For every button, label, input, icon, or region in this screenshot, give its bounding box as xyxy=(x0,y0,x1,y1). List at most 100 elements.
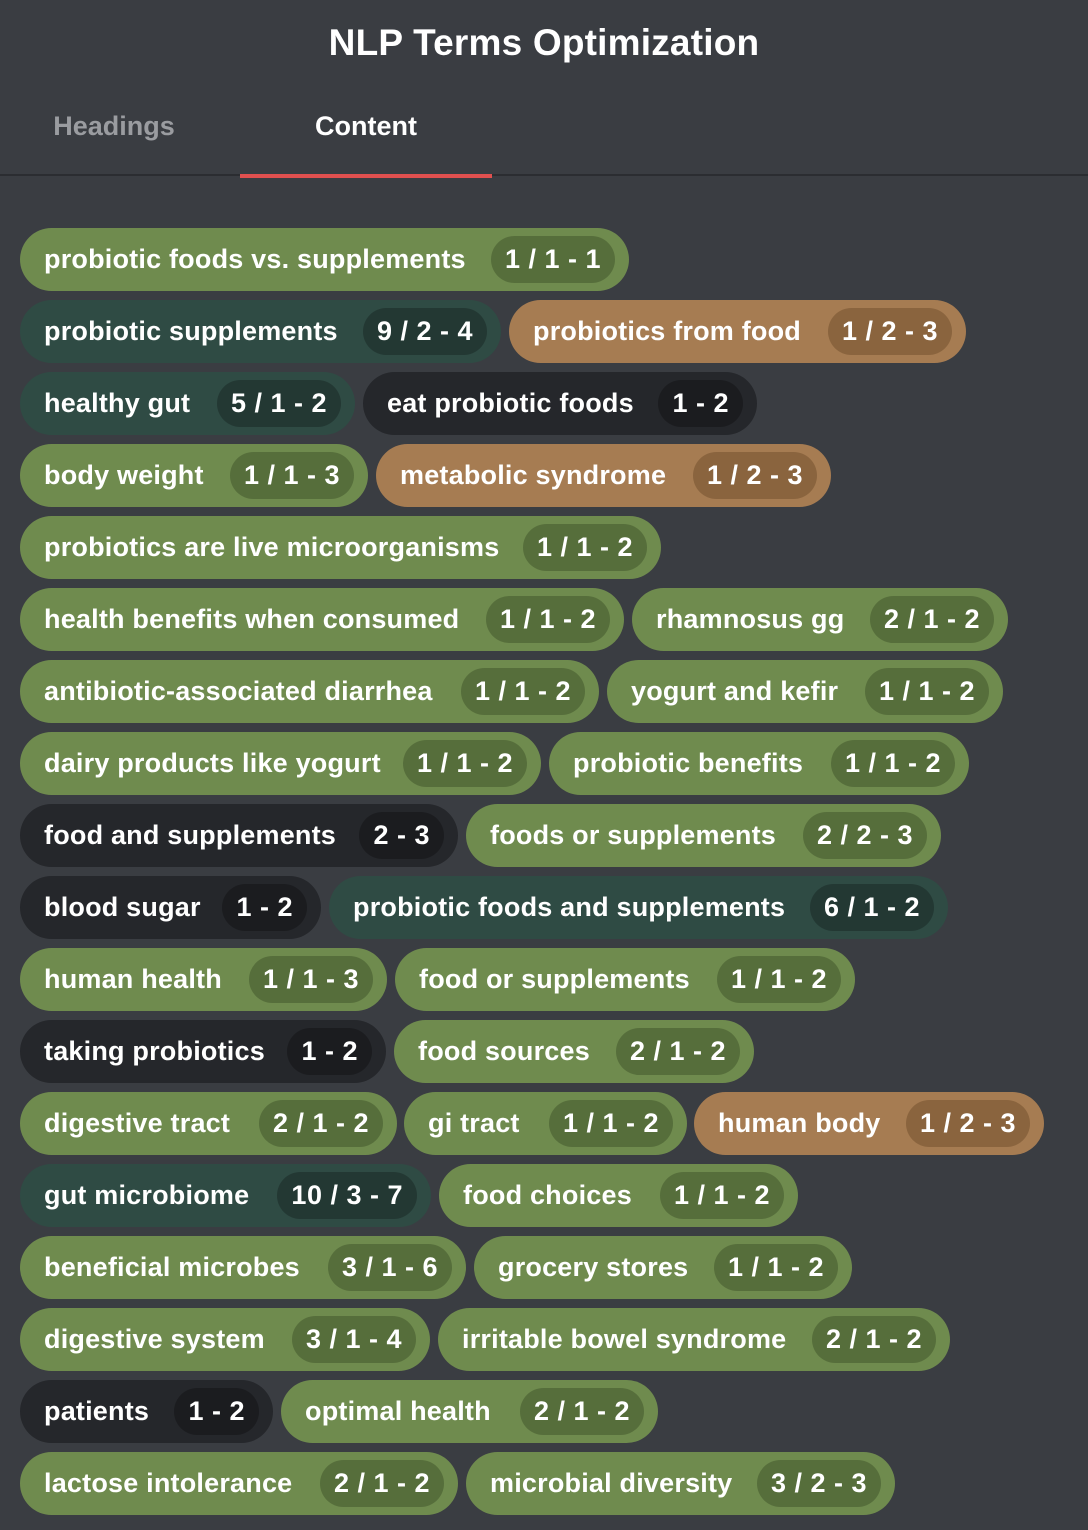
term-pill[interactable]: probiotics from food 1 / 2 - 3 xyxy=(509,300,966,363)
term-count-badge: 2 - 3 xyxy=(359,812,444,859)
term-pill[interactable]: probiotic foods vs. supplements 1 / 1 - … xyxy=(20,228,629,291)
term-count-badge: 1 / 1 - 2 xyxy=(485,596,610,643)
term-pill[interactable]: taking probiotics 1 - 2 xyxy=(20,1020,386,1083)
term-label: rhamnosus gg xyxy=(656,604,845,634)
term-pill[interactable]: food sources 2 / 1 - 2 xyxy=(394,1020,754,1083)
term-count-badge: 1 / 1 - 2 xyxy=(713,1244,838,1291)
term-pill[interactable]: body weight 1 / 1 - 3 xyxy=(20,444,368,507)
terms-list: probiotic foods vs. supplements 1 / 1 - … xyxy=(0,176,1088,1528)
term-label: human health xyxy=(44,964,222,994)
term-count-badge: 5 / 1 - 2 xyxy=(216,380,341,427)
term-pill[interactable]: health benefits when consumed 1 / 1 - 2 xyxy=(20,588,624,651)
term-label: dairy products like yogurt xyxy=(44,748,381,778)
term-count-badge: 1 / 1 - 2 xyxy=(460,668,585,715)
term-label: optimal health xyxy=(305,1396,491,1426)
term-pill[interactable]: probiotic foods and supplements 6 / 1 - … xyxy=(329,876,948,939)
term-pill[interactable]: gut microbiome 10 / 3 - 7 xyxy=(20,1164,431,1227)
term-count-badge: 1 / 1 - 1 xyxy=(490,236,615,283)
term-label: probiotic benefits xyxy=(573,748,804,778)
term-count-badge: 1 / 1 - 2 xyxy=(659,1172,784,1219)
term-label: gi tract xyxy=(428,1108,520,1138)
term-label: irritable bowel syndrome xyxy=(462,1324,787,1354)
term-label: antibiotic-associated diarrhea xyxy=(44,676,433,706)
term-label: human body xyxy=(718,1108,881,1138)
term-label: healthy gut xyxy=(44,388,191,418)
term-count-badge: 6 / 1 - 2 xyxy=(809,884,934,931)
term-count-badge: 2 / 1 - 2 xyxy=(811,1316,936,1363)
term-label: lactose intolerance xyxy=(44,1468,293,1498)
term-pill[interactable]: microbial diversity 3 / 2 - 3 xyxy=(466,1452,895,1515)
term-count-badge: 1 / 1 - 2 xyxy=(522,524,647,571)
term-count-badge: 1 / 1 - 2 xyxy=(864,668,989,715)
term-pill[interactable]: irritable bowel syndrome 2 / 1 - 2 xyxy=(438,1308,950,1371)
term-label: beneficial microbes xyxy=(44,1252,300,1282)
term-count-badge: 3 / 2 - 3 xyxy=(756,1460,881,1507)
term-label: probiotics are live microorganisms xyxy=(44,532,500,562)
term-pill[interactable]: human health 1 / 1 - 3 xyxy=(20,948,387,1011)
term-label: metabolic syndrome xyxy=(400,460,667,490)
term-count-badge: 2 / 1 - 2 xyxy=(319,1460,444,1507)
term-count-badge: 3 / 1 - 6 xyxy=(327,1244,452,1291)
term-label: digestive tract xyxy=(44,1108,231,1138)
term-label: grocery stores xyxy=(498,1252,689,1282)
term-pill[interactable]: beneficial microbes 3 / 1 - 6 xyxy=(20,1236,466,1299)
term-label: foods or supplements xyxy=(490,820,777,850)
term-count-badge: 2 / 1 - 2 xyxy=(615,1028,740,1075)
term-pill[interactable]: blood sugar 1 - 2 xyxy=(20,876,321,939)
term-pill[interactable]: dairy products like yogurt 1 / 1 - 2 xyxy=(20,732,541,795)
term-pill[interactable]: probiotic benefits 1 / 1 - 2 xyxy=(549,732,969,795)
term-count-badge: 2 / 1 - 2 xyxy=(258,1100,383,1147)
term-label: microbial diversity xyxy=(490,1468,733,1498)
term-pill[interactable]: food or supplements 1 / 1 - 2 xyxy=(395,948,855,1011)
term-pill[interactable]: foods or supplements 2 / 2 - 3 xyxy=(466,804,941,867)
term-pill[interactable]: yogurt and kefir 1 / 1 - 2 xyxy=(607,660,1003,723)
header: NLP Terms Optimization Headings Content xyxy=(0,0,1088,178)
term-label: patients xyxy=(44,1396,150,1426)
term-label: blood sugar xyxy=(44,892,201,922)
term-label: gut microbiome xyxy=(44,1180,250,1210)
term-pill[interactable]: optimal health 2 / 1 - 2 xyxy=(281,1380,658,1443)
term-count-badge: 1 - 2 xyxy=(658,380,743,427)
term-count-badge: 1 - 2 xyxy=(174,1388,259,1435)
term-count-badge: 1 - 2 xyxy=(222,884,307,931)
term-count-badge: 2 / 1 - 2 xyxy=(869,596,994,643)
term-pill[interactable]: digestive tract 2 / 1 - 2 xyxy=(20,1092,397,1155)
term-count-badge: 9 / 2 - 4 xyxy=(362,308,487,355)
term-pill[interactable]: probiotic supplements 9 / 2 - 4 xyxy=(20,300,501,363)
term-pill[interactable]: gi tract 1 / 1 - 2 xyxy=(404,1092,687,1155)
term-pill[interactable]: grocery stores 1 / 1 - 2 xyxy=(474,1236,852,1299)
tab-content[interactable]: Content xyxy=(315,111,417,141)
term-pill[interactable]: food and supplements 2 - 3 xyxy=(20,804,458,867)
term-count-badge: 1 / 2 - 3 xyxy=(827,308,952,355)
term-pill[interactable]: lactose intolerance 2 / 1 - 2 xyxy=(20,1452,458,1515)
term-label: health benefits when consumed xyxy=(44,604,460,634)
tab-bar: Headings Content xyxy=(0,78,1088,178)
term-label: probiotic foods and supplements xyxy=(353,892,786,922)
term-pill[interactable]: antibiotic-associated diarrhea 1 / 1 - 2 xyxy=(20,660,599,723)
term-pill[interactable]: metabolic syndrome 1 / 2 - 3 xyxy=(376,444,831,507)
term-pill[interactable]: food choices 1 / 1 - 2 xyxy=(439,1164,798,1227)
term-count-badge: 1 / 1 - 2 xyxy=(830,740,955,787)
term-count-badge: 2 / 2 - 3 xyxy=(802,812,927,859)
term-pill[interactable]: patients 1 - 2 xyxy=(20,1380,273,1443)
term-count-badge: 1 / 1 - 2 xyxy=(716,956,841,1003)
term-label: probiotic foods vs. supplements xyxy=(44,244,466,274)
term-count-badge: 1 / 1 - 3 xyxy=(229,452,354,499)
active-tab-indicator xyxy=(240,174,492,178)
term-count-badge: 1 / 2 - 3 xyxy=(905,1100,1030,1147)
term-label: food choices xyxy=(463,1180,632,1210)
term-count-badge: 2 / 1 - 2 xyxy=(519,1388,644,1435)
term-count-badge: 1 / 1 - 2 xyxy=(402,740,527,787)
term-pill[interactable]: probiotics are live microorganisms 1 / 1… xyxy=(20,516,661,579)
page-title: NLP Terms Optimization xyxy=(328,22,760,63)
term-label: food sources xyxy=(418,1036,590,1066)
term-count-badge: 1 - 2 xyxy=(287,1028,372,1075)
term-pill[interactable]: rhamnosus gg 2 / 1 - 2 xyxy=(632,588,1008,651)
term-pill[interactable]: human body 1 / 2 - 3 xyxy=(694,1092,1044,1155)
term-pill[interactable]: healthy gut 5 / 1 - 2 xyxy=(20,372,355,435)
term-pill[interactable]: eat probiotic foods 1 - 2 xyxy=(363,372,757,435)
tab-headings[interactable]: Headings xyxy=(53,111,175,141)
term-pill[interactable]: digestive system 3 / 1 - 4 xyxy=(20,1308,430,1371)
term-label: probiotic supplements xyxy=(44,316,338,346)
term-count-badge: 10 / 3 - 7 xyxy=(277,1172,417,1219)
